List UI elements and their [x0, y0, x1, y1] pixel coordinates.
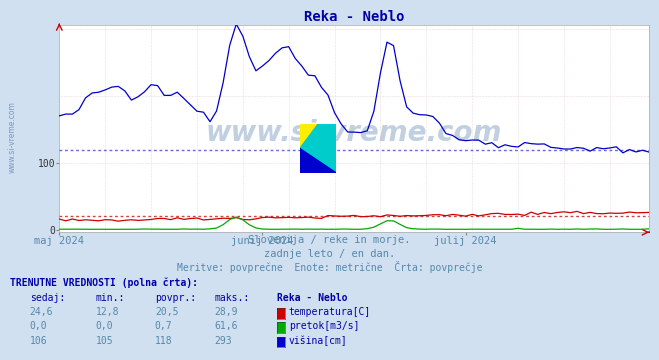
Polygon shape: [300, 148, 336, 173]
Text: sedaj:: sedaj:: [30, 293, 65, 303]
Text: Meritve: povprečne  Enote: metrične  Črta: povprečje: Meritve: povprečne Enote: metrične Črta:…: [177, 261, 482, 273]
Text: TRENUTNE VREDNOSTI (polna črta):: TRENUTNE VREDNOSTI (polna črta):: [10, 278, 198, 288]
Text: www.si-vreme.com: www.si-vreme.com: [8, 101, 17, 173]
Text: 118: 118: [155, 336, 173, 346]
Text: 106: 106: [30, 336, 47, 346]
Text: 24,6: 24,6: [30, 307, 53, 317]
Text: 293: 293: [214, 336, 232, 346]
Polygon shape: [300, 124, 318, 148]
Text: 61,6: 61,6: [214, 321, 238, 332]
Title: Reka - Neblo: Reka - Neblo: [304, 10, 405, 24]
Text: Reka - Neblo: Reka - Neblo: [277, 293, 347, 303]
Text: povpr.:: povpr.:: [155, 293, 196, 303]
Text: maks.:: maks.:: [214, 293, 249, 303]
Text: pretok[m3/s]: pretok[m3/s]: [289, 321, 359, 332]
Text: 0,7: 0,7: [155, 321, 173, 332]
Text: www.si-vreme.com: www.si-vreme.com: [206, 119, 502, 147]
Text: 28,9: 28,9: [214, 307, 238, 317]
Text: 20,5: 20,5: [155, 307, 179, 317]
Text: zadnje leto / en dan.: zadnje leto / en dan.: [264, 249, 395, 260]
Text: 0,0: 0,0: [96, 321, 113, 332]
Text: 12,8: 12,8: [96, 307, 119, 317]
Polygon shape: [300, 124, 336, 173]
Text: Slovenija / reke in morje.: Slovenija / reke in morje.: [248, 235, 411, 245]
Text: temperatura[C]: temperatura[C]: [289, 307, 371, 317]
Text: min.:: min.:: [96, 293, 125, 303]
Text: 0,0: 0,0: [30, 321, 47, 332]
Text: višina[cm]: višina[cm]: [289, 336, 347, 346]
Text: 105: 105: [96, 336, 113, 346]
